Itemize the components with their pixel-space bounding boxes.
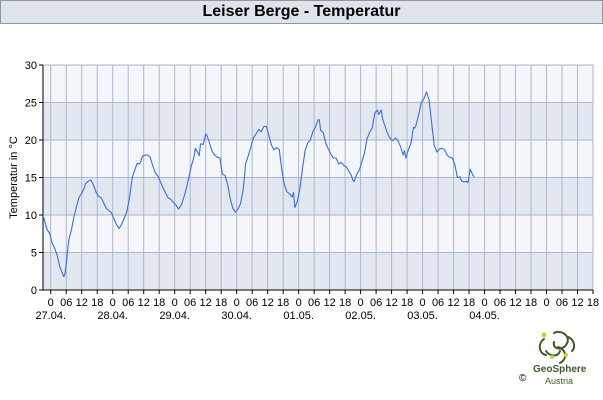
org-subname: Austria: [545, 376, 574, 386]
x-tick-label: 06: [184, 297, 196, 309]
chart-title-bar: Leiser Berge - Temperatur: [0, 0, 603, 24]
x-tick-label: 18: [277, 297, 289, 309]
plot-band: [43, 215, 593, 253]
y-axis-title: Temperatur in °C: [8, 136, 20, 219]
x-tick-label: 06: [246, 297, 258, 309]
x-tick-label: 12: [262, 297, 274, 309]
plot-band: [43, 252, 593, 290]
x-tick-label: 12: [447, 297, 459, 309]
x-tick-label: 12: [200, 297, 212, 309]
x-tick-label: 0: [172, 297, 178, 309]
copyright-symbol: ©: [519, 373, 527, 384]
x-tick-label: 18: [401, 297, 413, 309]
x-tick-label: 12: [509, 297, 521, 309]
x-date-label: 04.05.: [469, 310, 500, 322]
x-tick-label: 12: [571, 297, 583, 309]
x-tick-label: 0: [296, 297, 302, 309]
x-date-label: 02.05.: [345, 310, 376, 322]
plot-band: [43, 65, 593, 103]
y-tick-label: 5: [31, 248, 37, 260]
x-tick-label: 12: [138, 297, 150, 309]
y-tick-label: 30: [25, 60, 37, 72]
x-tick-label: 06: [556, 297, 568, 309]
x-tick-label: 06: [432, 297, 444, 309]
x-tick-label: 06: [308, 297, 320, 309]
x-date-label: 28.04.: [97, 310, 128, 322]
x-tick-label: 12: [323, 297, 335, 309]
y-tick-label: 0: [31, 285, 37, 297]
y-tick-label: 15: [25, 173, 37, 185]
x-tick-label: 18: [525, 297, 537, 309]
x-tick-label: 18: [339, 297, 351, 309]
x-tick-label: 0: [234, 297, 240, 309]
x-tick-label: 12: [76, 297, 88, 309]
x-date-label: 30.04.: [221, 310, 252, 322]
plot-band: [43, 177, 593, 215]
x-tick-label: 18: [463, 297, 475, 309]
x-tick-label: 0: [110, 297, 116, 309]
plot-band: [43, 140, 593, 178]
x-tick-label: 06: [122, 297, 134, 309]
x-date-label: 01.05.: [283, 310, 314, 322]
y-tick-label: 20: [25, 135, 37, 147]
x-tick-label: 18: [153, 297, 165, 309]
geosphere-logo-icon: [538, 331, 576, 364]
x-tick-label: 18: [215, 297, 227, 309]
x-tick-label: 06: [370, 297, 382, 309]
x-tick-label: 0: [481, 297, 487, 309]
x-tick-label: 0: [358, 297, 364, 309]
chart-title: Leiser Berge - Temperatur: [202, 3, 401, 20]
x-tick-label: 18: [587, 297, 599, 309]
x-date-label: 03.05.: [407, 310, 438, 322]
y-tick-label: 25: [25, 98, 37, 110]
x-tick-label: 18: [91, 297, 103, 309]
temperature-series-line: [43, 91, 475, 278]
x-tick-label: 0: [48, 297, 54, 309]
x-tick-label: 0: [420, 297, 426, 309]
x-date-label: 27.04.: [35, 310, 66, 322]
org-name: GeoSphere: [533, 364, 587, 375]
x-tick-label: 0: [543, 297, 549, 309]
x-tick-label: 12: [385, 297, 397, 309]
x-date-label: 29.04.: [159, 310, 190, 322]
y-tick-label: 10: [25, 210, 37, 222]
x-tick-label: 06: [60, 297, 72, 309]
x-tick-label: 06: [494, 297, 506, 309]
